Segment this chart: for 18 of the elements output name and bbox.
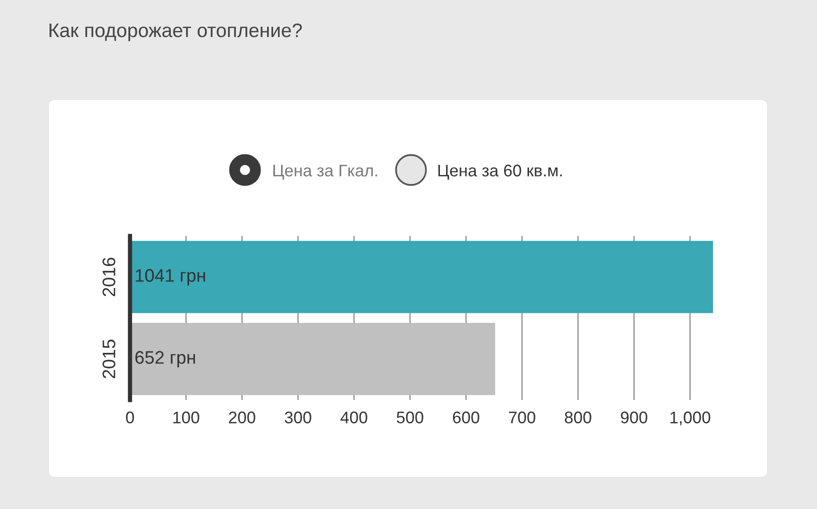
text: Цена за Гкал.	[273, 164, 378, 180]
y-tick-label: 2015	[102, 340, 116, 378]
x-tick-label: 400	[340, 412, 368, 424]
x-tick-label: 300	[284, 412, 312, 424]
text: Цена за 60 кв.м.	[438, 164, 562, 180]
x-tick-label: 800	[564, 412, 592, 424]
x-tick-label: 1,000	[670, 412, 710, 426]
chart-title: Как подорожает отопление?	[50, 23, 302, 42]
data-label: 1041 грн	[136, 269, 206, 286]
x-tick-label: 100	[173, 412, 200, 424]
x-tick-label: 700	[508, 412, 536, 424]
x-tick-label: 0	[126, 412, 134, 424]
data-label: 652 грн	[135, 351, 195, 368]
x-tick-label: 200	[228, 412, 256, 424]
x-tick-label: 900	[620, 412, 648, 424]
x-tick-label: 600	[452, 412, 480, 424]
y-tick-label: 2016	[102, 258, 116, 296]
x-tick-label: 500	[396, 412, 424, 424]
